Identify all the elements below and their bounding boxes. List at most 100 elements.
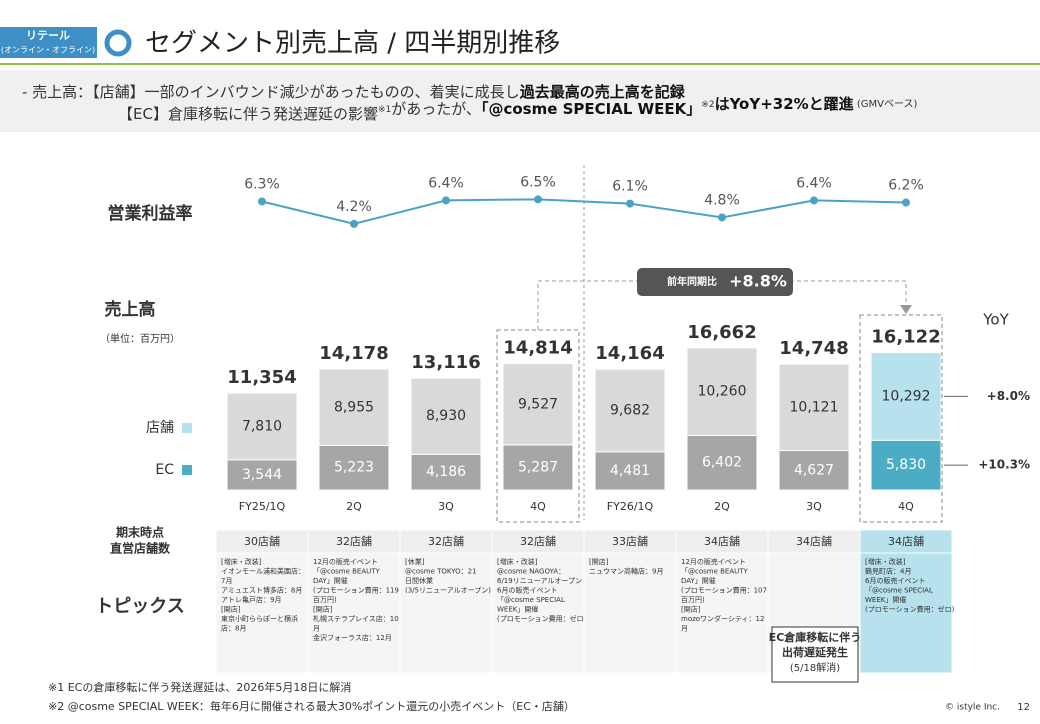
summary-line: 【EC】倉庫移転に伴う発送遅延の影響※1があったが、「@cosme SPECIA… [118,95,917,123]
topic-cell [859,552,953,674]
margin-label: 6.4% [796,175,832,191]
topic-line: [休業] [405,557,425,566]
topic-cell [491,552,585,674]
topic-line: 東京小町ららぽーと横浜 [221,614,298,623]
topic-line: [開店] [589,557,609,566]
topic-line: [開店] [313,605,333,614]
bar-value-label: 4,481 [610,463,650,479]
topic-line: アミュエスト博多店：8月 [221,586,302,595]
highlight-box [859,314,943,523]
bar-segment [226,392,298,461]
topic-line: 鶴見町店：4月 [865,567,911,576]
bar-segment [318,444,390,491]
margin-point [350,219,358,228]
margin-label: 6.5% [520,174,556,190]
margin-point [534,195,542,204]
x-tick-label: 4Q [530,500,546,513]
callout-box [771,626,859,683]
bar-value-label: 5,223 [334,460,374,476]
tag-box [0,27,97,58]
topic-line: (3/5リニューアルオープン) [405,587,491,595]
title-ring [104,29,132,57]
bar-value-label: 5,287 [518,459,558,475]
margin-label: 4.8% [704,192,740,208]
margin-label: 6.2% [888,178,924,194]
bar-value-label: 8,930 [426,408,466,424]
topic-line: @cosme TOKYO：21 [405,568,477,576]
topic-line: アトレ亀戸店：9月 [221,595,281,604]
topic-line: 「@cosme SPECIAL [497,596,565,604]
topic-line: [開店] [681,605,701,614]
summary-bg [0,70,1040,132]
summary-text: (GMVベース) [854,98,918,110]
bar-title: 売上高 [105,299,156,320]
compare-value: +8.8% [729,272,787,291]
title: セグメント別売上高 / 四半期別推移 [145,29,560,59]
store-count: 32店舗 [428,534,464,548]
bar-value-label: 9,527 [518,396,558,412]
bar-segment [318,368,390,446]
x-tick-label: 2Q [346,500,362,513]
topic-line: DAY」開催 [681,576,716,585]
topic-line: 店：8月 [221,624,246,633]
topic-line: WEEK」開催 [865,595,906,604]
bar-segment [870,351,942,441]
store-count: 32店舗 [520,534,556,548]
bar-segment [410,377,482,455]
topic-line: (プロモーション費用：119 [313,586,399,595]
margin-line [261,198,907,225]
margin-point [442,196,450,205]
topic-line: 「@cosme BEAUTY [313,568,381,576]
store-count: 32店舗 [336,534,372,548]
topic-line: [増床・改装] [497,557,538,566]
topic-cell [307,552,401,674]
footnote: ※1 ECの倉庫移転に伴う発送遅延は、2026年5月18日に解消 [48,680,351,694]
summary-line: - 売上高：【店舗】一部のインバウンド減少があったものの、着実に成長し過去最高の… [22,83,686,101]
summary-text: はYoY+32%と躍進 [715,95,855,113]
topic-line: DAY」開催 [313,576,348,585]
topic-line: (プロモーション費用：ゼロ) [497,614,587,623]
summary-text: - 売上高：【店舗】一部のインバウンド減少があったものの、着実に成長し [22,83,520,101]
topic-cell [583,552,677,674]
x-tick-label: 2Q [714,500,730,513]
x-tick-label: FY26/1Q [607,500,654,513]
topic-line: 6/19リニューアルオープン [497,577,582,585]
bar-segment [870,439,942,491]
bar-total-label: 11,354 [227,367,296,388]
margin-point [626,199,634,208]
legend-label: 店舗 [146,420,174,436]
topic-line: 金沢フォーラス店：12月 [313,633,392,642]
bar-subtitle: （単位：百万円） [100,332,180,345]
bar-total-label: 14,178 [319,343,388,364]
topic-line: [開店] [221,605,241,614]
bar-segment [594,451,666,491]
bar-value-label: 3,544 [242,467,282,483]
store-count: 34店舗 [888,534,924,548]
margin-point [902,198,910,207]
store-count: 34店舗 [796,534,832,548]
bar-segment [778,363,850,452]
bar-segment [226,459,298,491]
bar-total-label: 13,116 [411,352,480,373]
topic-line: 「@cosme BEAUTY [681,568,749,576]
topic-line: 月 [681,625,688,633]
topic-line: イオンモール浦和美園店： [221,567,305,576]
bar-segment [410,453,482,491]
callout-line: EC倉庫移転に伴う [769,630,862,644]
highlight-box [496,329,580,523]
bar-segment [594,368,666,453]
bar-segment [502,444,574,491]
compare-arrow [900,305,912,314]
margin-point [258,197,266,206]
topic-line: 百万円) [313,596,337,604]
summary-text: 「@cosme SPECIAL WEEK」 [481,100,701,118]
bar-value-label: 7,810 [242,418,282,434]
copyright: © istyle Inc. [945,703,1000,713]
bar-value-label: 5,830 [886,457,926,473]
topic-cell [215,552,309,674]
topic-line: [増床・改装] [865,557,906,566]
store-title: 期末時点 [116,525,164,540]
topic-cell [399,552,493,674]
